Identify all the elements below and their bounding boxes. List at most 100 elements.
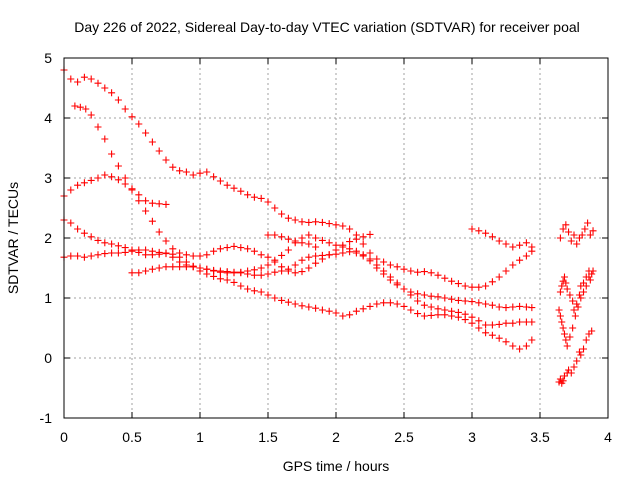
data-point [577, 351, 585, 359]
data-point [237, 282, 245, 290]
data-point [420, 301, 428, 309]
data-point [291, 269, 299, 277]
series-s12 [555, 327, 596, 387]
data-point [448, 307, 456, 315]
series-s8 [468, 225, 536, 251]
data-point [366, 302, 374, 310]
data-point [284, 214, 292, 222]
data-point [121, 180, 129, 188]
y-tick-label: 3 [44, 170, 52, 186]
data-point [291, 300, 299, 308]
data-point [176, 263, 184, 271]
data-point [502, 304, 510, 312]
data-point [250, 247, 258, 255]
data-point [318, 218, 326, 226]
data-point [495, 320, 503, 328]
data-point [257, 194, 265, 202]
data-point [223, 276, 231, 284]
x-tick-labels: 0 0.5 1 1.5 2 2.5 3 3.5 4 [60, 429, 612, 445]
data-point [101, 135, 109, 143]
data-point [155, 264, 163, 272]
data-point [257, 251, 265, 259]
y-tick-label: -1 [40, 410, 53, 426]
data-point [352, 235, 360, 243]
data-point [352, 307, 360, 315]
series-s6 [128, 231, 536, 329]
data-point [461, 282, 469, 290]
data-point [488, 301, 496, 309]
data-point [346, 225, 354, 233]
data-point [230, 242, 238, 250]
data-point [366, 249, 374, 257]
data-point [312, 304, 320, 312]
x-tick-label: 3 [468, 429, 476, 445]
data-point [522, 252, 530, 260]
data-point [128, 113, 136, 121]
data-point [556, 288, 564, 296]
data-point [393, 263, 401, 271]
data-point [475, 227, 483, 235]
data-point [562, 336, 570, 344]
data-point [488, 331, 496, 339]
data-point [332, 250, 340, 258]
data-point [135, 120, 143, 128]
data-point [509, 243, 517, 251]
data-point [284, 298, 292, 306]
data-point [108, 173, 116, 181]
data-point [278, 210, 286, 218]
data-point [237, 268, 245, 276]
data-point [434, 305, 442, 313]
data-point [325, 220, 333, 228]
data-point [121, 174, 129, 182]
data-point [559, 377, 567, 385]
data-point [441, 294, 449, 302]
data-point [558, 318, 566, 326]
data-point [575, 291, 583, 299]
data-point [570, 231, 578, 239]
data-point [182, 168, 190, 176]
data-point [305, 240, 313, 248]
data-point [271, 256, 279, 264]
data-point [94, 236, 102, 244]
data-point [264, 270, 272, 278]
data-point [278, 251, 286, 259]
series-s11 [555, 273, 593, 350]
data-point [563, 342, 571, 350]
data-point [475, 317, 483, 325]
data-point [558, 282, 566, 290]
data-point [250, 193, 258, 201]
data-point [155, 228, 163, 236]
data-point [305, 253, 313, 261]
data-point [76, 103, 84, 111]
data-point [67, 252, 75, 260]
data-point [468, 319, 476, 327]
data-point [114, 162, 122, 170]
data-point [569, 324, 577, 332]
data-point [264, 198, 272, 206]
data-point [584, 219, 592, 227]
data-point [182, 263, 190, 271]
data-point [562, 221, 570, 229]
data-point [305, 303, 313, 311]
data-point [223, 244, 231, 252]
data-point [94, 79, 102, 87]
data-point [169, 263, 177, 271]
data-point [589, 267, 597, 275]
data-point [380, 258, 388, 266]
data-point [407, 291, 415, 299]
data-point [244, 285, 252, 293]
data-point [298, 239, 306, 247]
data-point [502, 338, 510, 346]
data-point [210, 267, 218, 275]
data-point [271, 204, 279, 212]
data-point [475, 324, 483, 332]
data-point [441, 274, 449, 282]
data-point [570, 306, 578, 314]
series-s2 [71, 102, 374, 277]
data-point [502, 267, 510, 275]
data-point [148, 138, 156, 146]
data-point [502, 319, 510, 327]
data-point [101, 239, 109, 247]
data-point [373, 261, 381, 269]
